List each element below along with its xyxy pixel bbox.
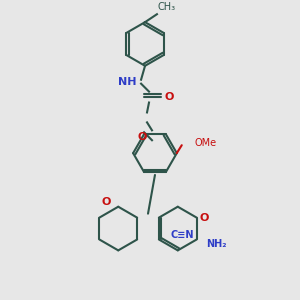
- Text: O: O: [102, 197, 111, 207]
- Text: NH: NH: [118, 77, 136, 87]
- Text: OMe: OMe: [195, 138, 217, 148]
- Text: C≡N: C≡N: [171, 230, 194, 239]
- Text: NH₂: NH₂: [207, 239, 227, 249]
- Text: O: O: [200, 213, 209, 223]
- Text: O: O: [137, 132, 147, 142]
- Text: CH₃: CH₃: [158, 2, 176, 12]
- Text: O: O: [164, 92, 173, 102]
